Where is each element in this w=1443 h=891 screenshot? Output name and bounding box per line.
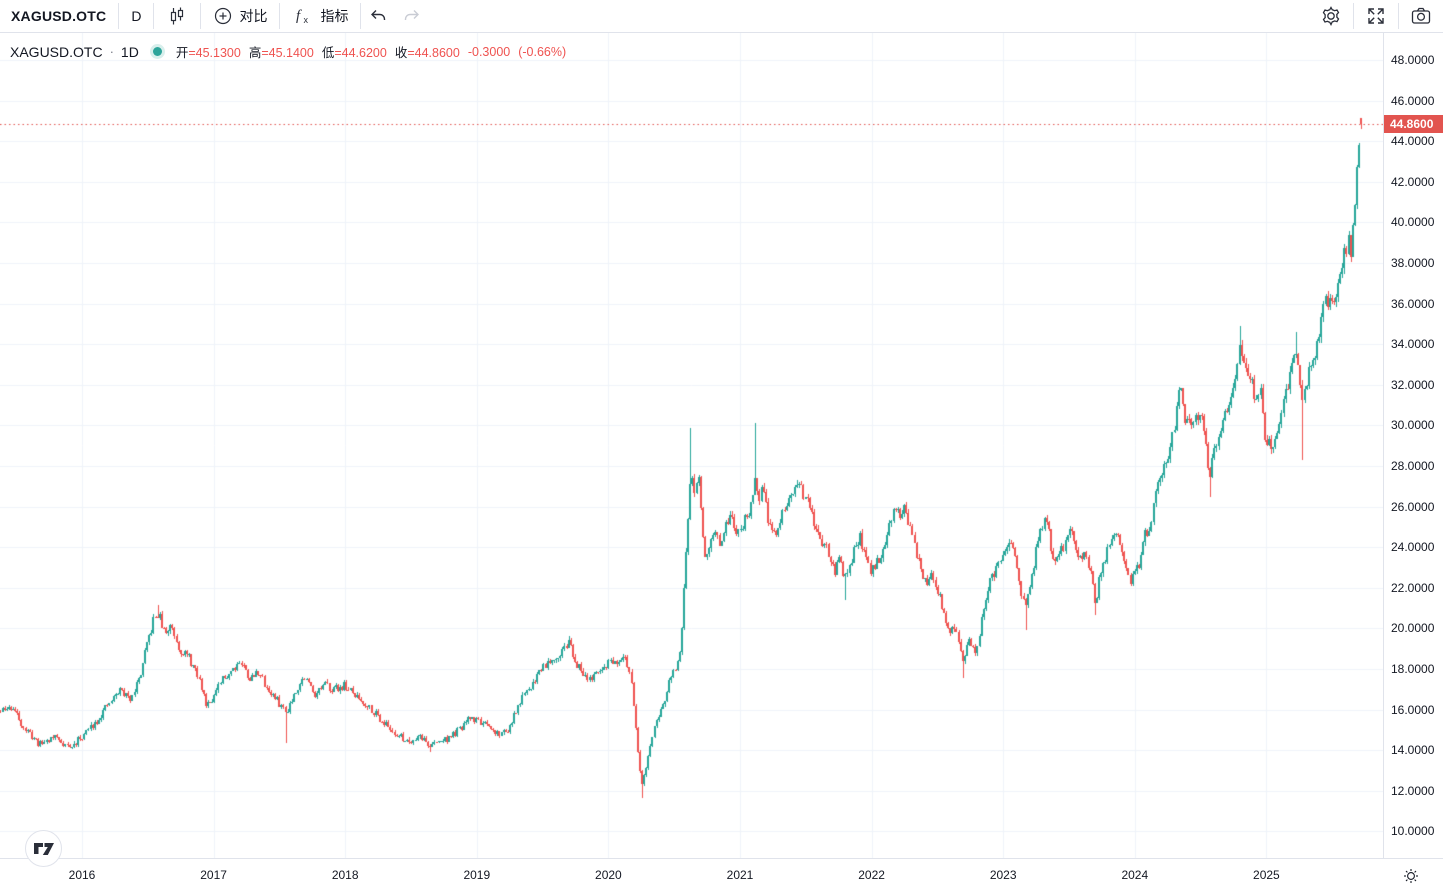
market-status-dot[interactable] [149, 44, 165, 59]
candlestick-style-icon [166, 0, 188, 32]
compare-label: 对比 [239, 8, 268, 24]
price-axis-label: 34.0000 [1391, 337, 1435, 352]
toolbar-divider [1353, 3, 1354, 29]
toolbar-divider [279, 3, 281, 29]
tradingview-logo-mark [33, 842, 54, 855]
symbol-label: XAGUSD.OTC [11, 8, 107, 24]
open-label: 开 [175, 46, 189, 60]
legend-interval: 1D [120, 43, 139, 60]
interval-label: D [131, 8, 142, 24]
price-axis-label: 28.0000 [1391, 459, 1435, 473]
change-value: -0.3000 [467, 44, 511, 59]
price-axis[interactable]: 48.0000 46.0000 44.0000 42.0000 40.0000 38.00… [1383, 33, 1443, 858]
price-axis-label: 48.0000 [1391, 53, 1435, 67]
fullscreen-button[interactable] [1354, 0, 1398, 32]
price-axis-label: 14.0000 [1391, 743, 1435, 758]
chart-type-button[interactable] [154, 0, 200, 32]
legend-ohlc-values: 开=45.1300 高=45.1400 低=44.6200 收=44.8600 … [176, 42, 566, 61]
screenshot-camera-button[interactable] [1399, 0, 1443, 32]
low-value: =44.6200 [334, 46, 387, 60]
price-axis-label: 12.0000 [1391, 783, 1435, 798]
svg-text:x: x [304, 15, 309, 25]
price-axis-label: 32.0000 [1391, 377, 1435, 392]
time-axis-label: 2025 [1253, 868, 1280, 882]
indicators-button[interactable]: f x 指标 [280, 0, 360, 32]
time-axis-label: 2024 [1121, 868, 1149, 882]
indicators-label: 指标 [320, 8, 349, 24]
time-axis-label: 2019 [463, 868, 491, 882]
symbol-button[interactable]: XAGUSD.OTC [0, 0, 118, 32]
price-axis-label: 30.0000 [1391, 418, 1435, 433]
price-axis-label: 38.0000 [1391, 256, 1435, 270]
price-axis-label: 10.0000 [1391, 824, 1435, 839]
close-label: 收 [394, 46, 408, 60]
status-dot-core [152, 47, 162, 56]
price-axis-label: 24.0000 [1391, 540, 1435, 555]
time-axis[interactable]: 2016 2017 2018 2019 2020 2021 2022 2023 2024 2025 [0, 858, 1443, 891]
time-axis-settings-icon[interactable] [1400, 865, 1422, 887]
price-axis-label: 26.0000 [1391, 499, 1435, 514]
svg-text:f: f [296, 8, 302, 24]
candlestick-chart-canvas[interactable] [0, 33, 1383, 858]
fx-indicators-icon: f x [292, 0, 314, 32]
chart-legend: XAGUSD.OTC · 1D 开=45.1300 高=45.1400 低=44… [10, 42, 566, 61]
time-axis-label: 2022 [858, 868, 885, 882]
compare-button[interactable]: 对比 [201, 0, 279, 32]
price-axis-label: 42.0000 [1391, 174, 1435, 189]
high-label: 高 [248, 46, 262, 60]
toolbar-divider [118, 3, 120, 29]
change-percent: (-0.66%) [518, 44, 567, 59]
price-axis-label: 46.0000 [1391, 93, 1435, 108]
interval-button[interactable]: D [119, 0, 153, 32]
toolbar-divider [360, 3, 362, 29]
toolbar-divider [200, 3, 202, 29]
redo-button[interactable] [395, 0, 429, 32]
high-value: =45.1400 [261, 46, 314, 60]
tradingview-logo[interactable] [25, 830, 62, 867]
close-value: =44.8600 [407, 46, 460, 60]
toolbar-divider [1398, 3, 1399, 29]
price-axis-label: 44.0000 [1391, 134, 1435, 149]
time-axis-label: 2016 [68, 868, 96, 882]
price-axis-label: 22.0000 [1391, 580, 1435, 595]
top-toolbar: XAGUSD.OTC D [0, 0, 1443, 33]
toolbar-left-group: XAGUSD.OTC D [0, 0, 429, 32]
price-axis-label: 36.0000 [1391, 296, 1435, 311]
chart-pane: XAGUSD.OTC · 1D 开=45.1300 高=45.1400 低=44… [0, 33, 1443, 891]
legend-symbol-title[interactable]: XAGUSD.OTC [10, 43, 103, 60]
price-axis-label: 20.0000 [1391, 621, 1435, 636]
compare-plus-icon [213, 0, 233, 32]
price-axis-label: 40.0000 [1391, 215, 1435, 230]
legend-separator: · [109, 44, 114, 59]
low-label: 低 [321, 46, 335, 60]
toolbar-right-group [1309, 0, 1443, 32]
time-axis-label: 2020 [595, 868, 622, 882]
price-axis-label: 16.0000 [1391, 702, 1435, 717]
time-axis-label: 2018 [331, 868, 359, 882]
price-axis-label: 18.0000 [1391, 662, 1435, 676]
time-axis-label: 2017 [200, 868, 227, 882]
last-price-tag: 44.8600 [1384, 115, 1443, 133]
toolbar-divider [153, 3, 155, 29]
time-axis-label: 2021 [726, 868, 754, 882]
open-value: =45.1300 [188, 46, 241, 60]
settings-button[interactable] [1309, 0, 1353, 32]
time-axis-label: 2023 [989, 868, 1017, 882]
undo-button[interactable] [361, 0, 395, 32]
